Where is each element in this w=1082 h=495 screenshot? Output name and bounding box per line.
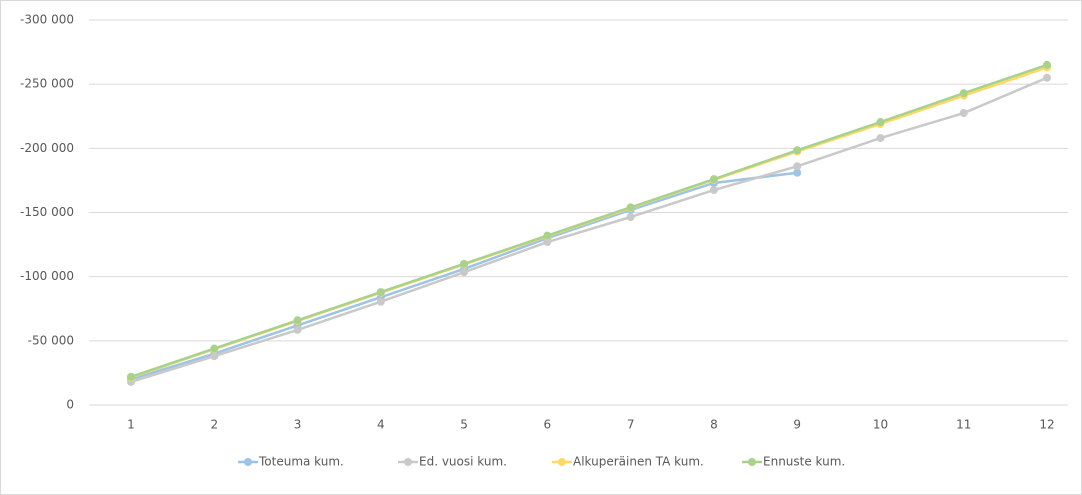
x-tick-label: 3 — [294, 418, 302, 432]
point — [793, 168, 802, 177]
point — [210, 352, 219, 361]
point — [127, 372, 135, 381]
point — [293, 316, 302, 325]
point — [543, 238, 552, 247]
y-tick-label: -50 000 — [28, 333, 74, 347]
point — [793, 162, 802, 171]
y-tick-label: -250 000 — [20, 77, 74, 91]
series-line — [130, 76, 1048, 384]
y-tick-label: -300 000 — [20, 13, 74, 27]
x-tick-label: 2 — [210, 418, 218, 432]
point — [709, 175, 718, 184]
point — [293, 325, 302, 334]
legend-label: Toteuma kum. — [258, 455, 344, 469]
point — [460, 268, 469, 277]
point — [793, 146, 802, 155]
x-tick-label: 4 — [377, 418, 385, 432]
point — [1043, 73, 1051, 82]
legend-marker — [558, 458, 566, 466]
legend-marker — [244, 458, 252, 466]
point — [709, 186, 718, 195]
point — [376, 288, 385, 297]
point — [626, 212, 635, 221]
legend-label: Alkuperäinen TA kum. — [573, 455, 704, 469]
x-tick-label: 7 — [627, 418, 635, 432]
point — [376, 297, 385, 306]
y-tick-label: -150 000 — [20, 205, 74, 219]
point — [959, 109, 968, 118]
point — [876, 118, 885, 127]
y-tick-label: -100 000 — [20, 269, 74, 283]
point — [626, 203, 635, 212]
point — [959, 89, 968, 98]
x-tick-label: 11 — [956, 418, 971, 432]
x-tick-label: 5 — [460, 418, 468, 432]
series-line — [130, 63, 1048, 378]
legend-marker — [748, 458, 756, 466]
y-tick-label: -200 000 — [20, 141, 74, 155]
legend-label: Ennuste kum. — [763, 455, 845, 469]
x-tick-label: 12 — [1039, 418, 1054, 432]
x-tick-label: 10 — [873, 418, 888, 432]
point — [210, 344, 219, 353]
x-tick-label: 8 — [710, 418, 718, 432]
point — [1043, 60, 1051, 69]
legend-marker — [404, 458, 412, 466]
x-tick-label: 9 — [793, 418, 801, 432]
point — [876, 134, 885, 143]
x-tick-label: 6 — [544, 418, 552, 432]
x-tick-label: 1 — [127, 418, 135, 432]
y-tick-label: 0 — [66, 398, 74, 412]
legend-label: Ed. vuosi kum. — [419, 455, 507, 469]
point — [543, 231, 552, 240]
point — [460, 259, 469, 268]
